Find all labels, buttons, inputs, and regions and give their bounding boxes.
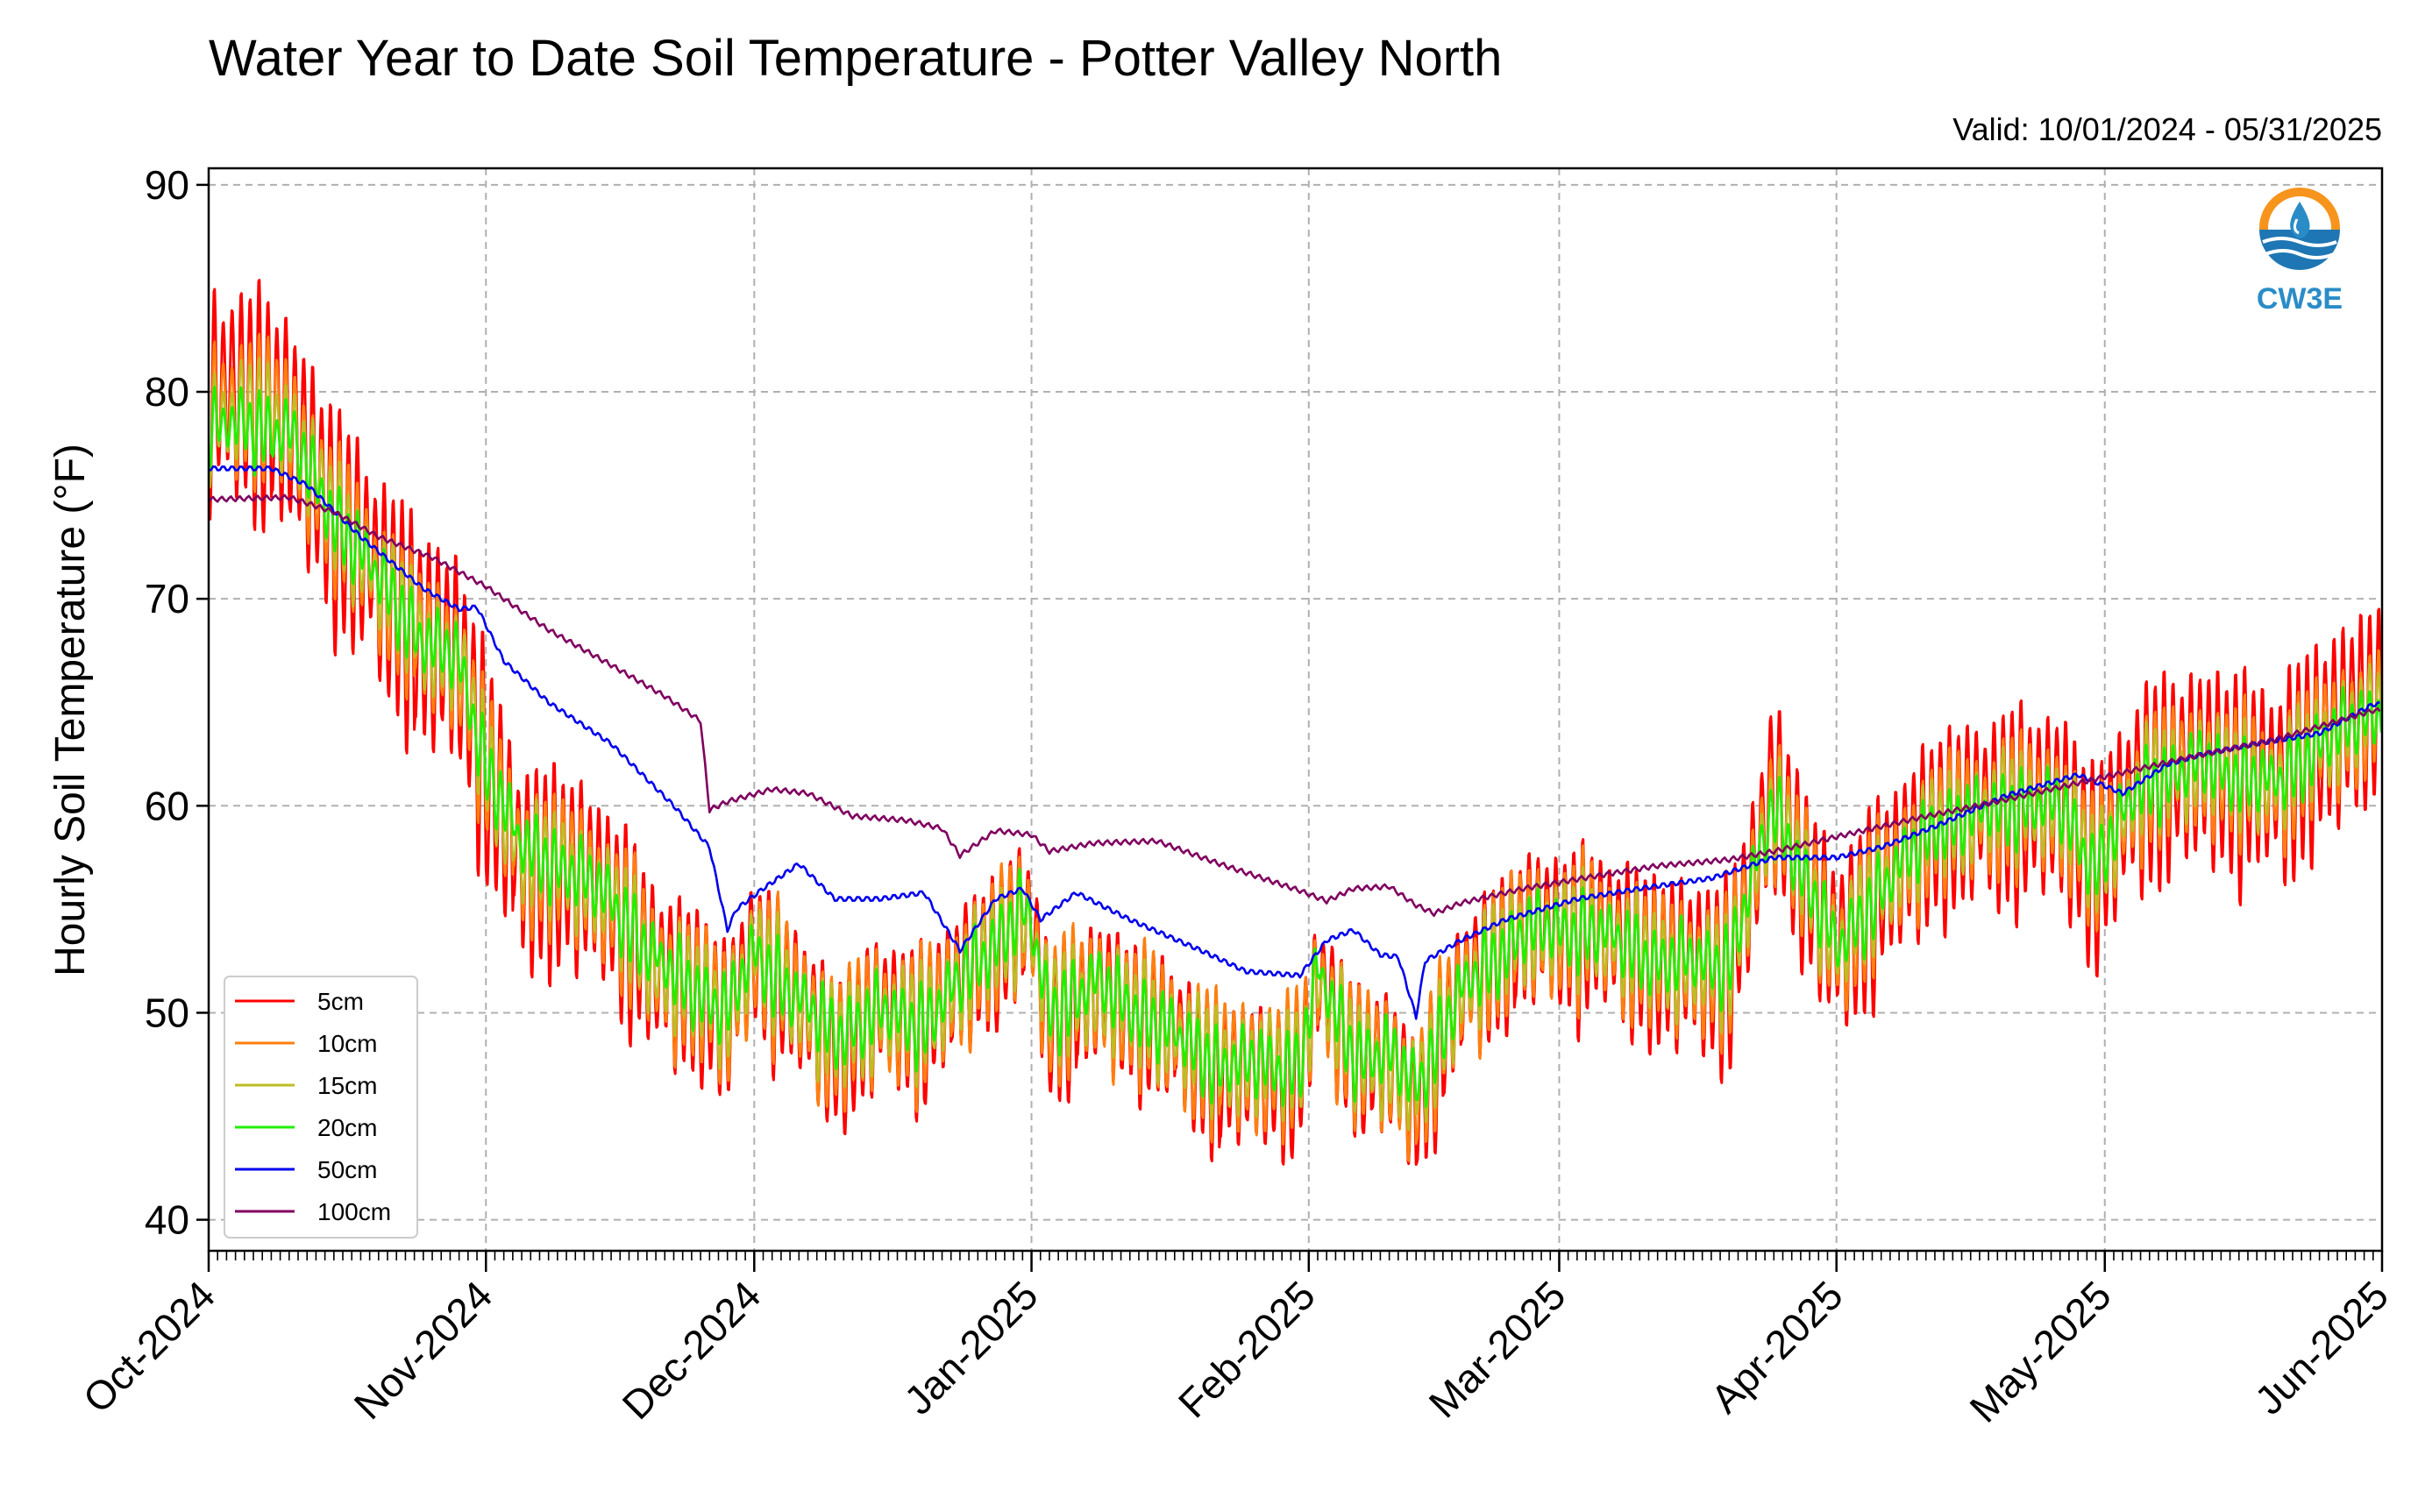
y-tick-label: 40 [145, 1197, 189, 1243]
legend-label-15cm: 15cm [317, 1072, 377, 1099]
y-tick-label: 60 [145, 783, 189, 828]
legend: 5cm 10cm 15cm 20cm 50cm 100cm [224, 976, 418, 1239]
y-axis-ticks: 40 50 60 70 80 90 [145, 162, 209, 1243]
legend-label-5cm: 5cm [317, 988, 364, 1015]
y-tick-label: 90 [145, 162, 189, 208]
logo-text: CW3E [2257, 282, 2343, 316]
y-axis-label: Hourly Soil Temperature (°F) [47, 444, 94, 976]
series-lines [209, 279, 2382, 1166]
chart-subtitle: Valid: 10/01/2024 - 05/31/2025 [1952, 111, 2382, 147]
cw3e-logo: CW3E [2257, 188, 2343, 316]
series-line-50cm [209, 465, 2380, 1020]
series-line-100cm [209, 493, 2381, 918]
legend-label-50cm: 50cm [317, 1156, 377, 1183]
legend-label-10cm: 10cm [317, 1030, 377, 1057]
chart-title: Water Year to Date Soil Temperature - Po… [209, 30, 1502, 87]
y-tick-label: 70 [145, 576, 189, 621]
y-tick-label: 50 [145, 990, 189, 1035]
legend-label-100cm: 100cm [317, 1198, 391, 1225]
series-line-20cm [209, 385, 2382, 1109]
legend-label-20cm: 20cm [317, 1114, 377, 1141]
water-drop-icon [2259, 188, 2340, 270]
plot-frame [207, 167, 2384, 1253]
y-tick-label: 80 [145, 369, 189, 415]
